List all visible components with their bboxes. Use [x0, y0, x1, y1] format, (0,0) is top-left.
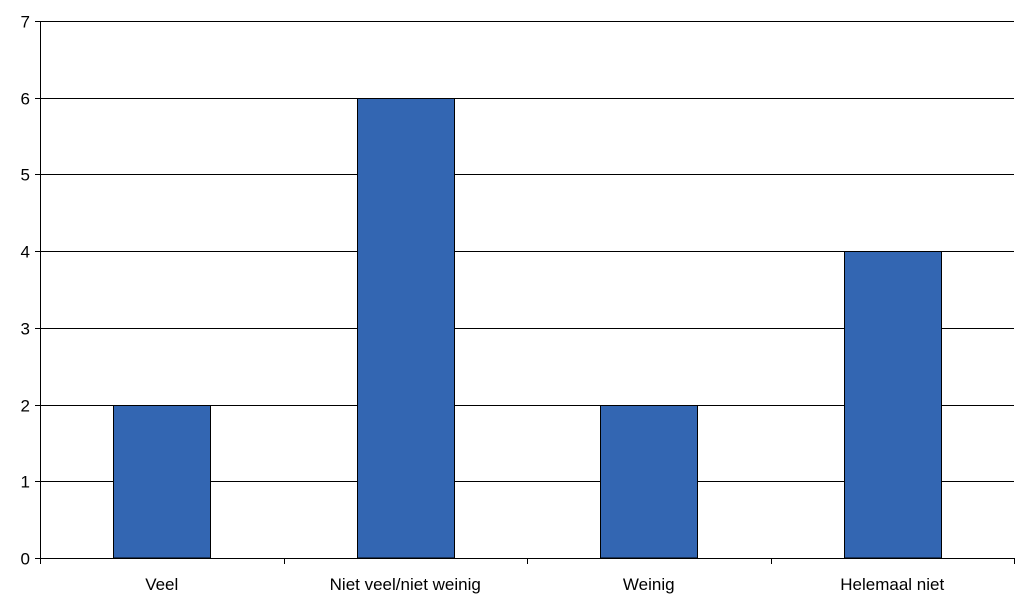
bar-helemaal-niet	[844, 251, 942, 559]
x-tick-label: Niet veel/niet weinig	[330, 575, 481, 594]
bar-weinig	[600, 405, 698, 559]
y-tick-label: 7	[21, 13, 30, 32]
x-tick-label: Veel	[145, 575, 178, 594]
bars	[113, 98, 942, 559]
bar-veel	[113, 405, 211, 559]
y-tick-label: 2	[21, 397, 30, 416]
y-tick-label: 0	[21, 550, 30, 569]
x-tick-label: Weinig	[623, 575, 675, 594]
y-tick-label: 1	[21, 473, 30, 492]
bar-niet-veel-niet-weinig	[357, 98, 455, 559]
y-tick-labels: 0 1 2 3 4 5 6 7	[21, 13, 40, 569]
x-tick-labels: Veel Niet veel/niet weinig Weinig Helemaal …	[40, 558, 1015, 594]
x-tick-label: Helemaal niet	[840, 575, 944, 594]
y-tick-label: 3	[21, 320, 30, 339]
y-tick-label: 4	[21, 243, 30, 262]
y-tick-label: 6	[21, 90, 30, 109]
y-tick-label: 5	[21, 166, 30, 185]
